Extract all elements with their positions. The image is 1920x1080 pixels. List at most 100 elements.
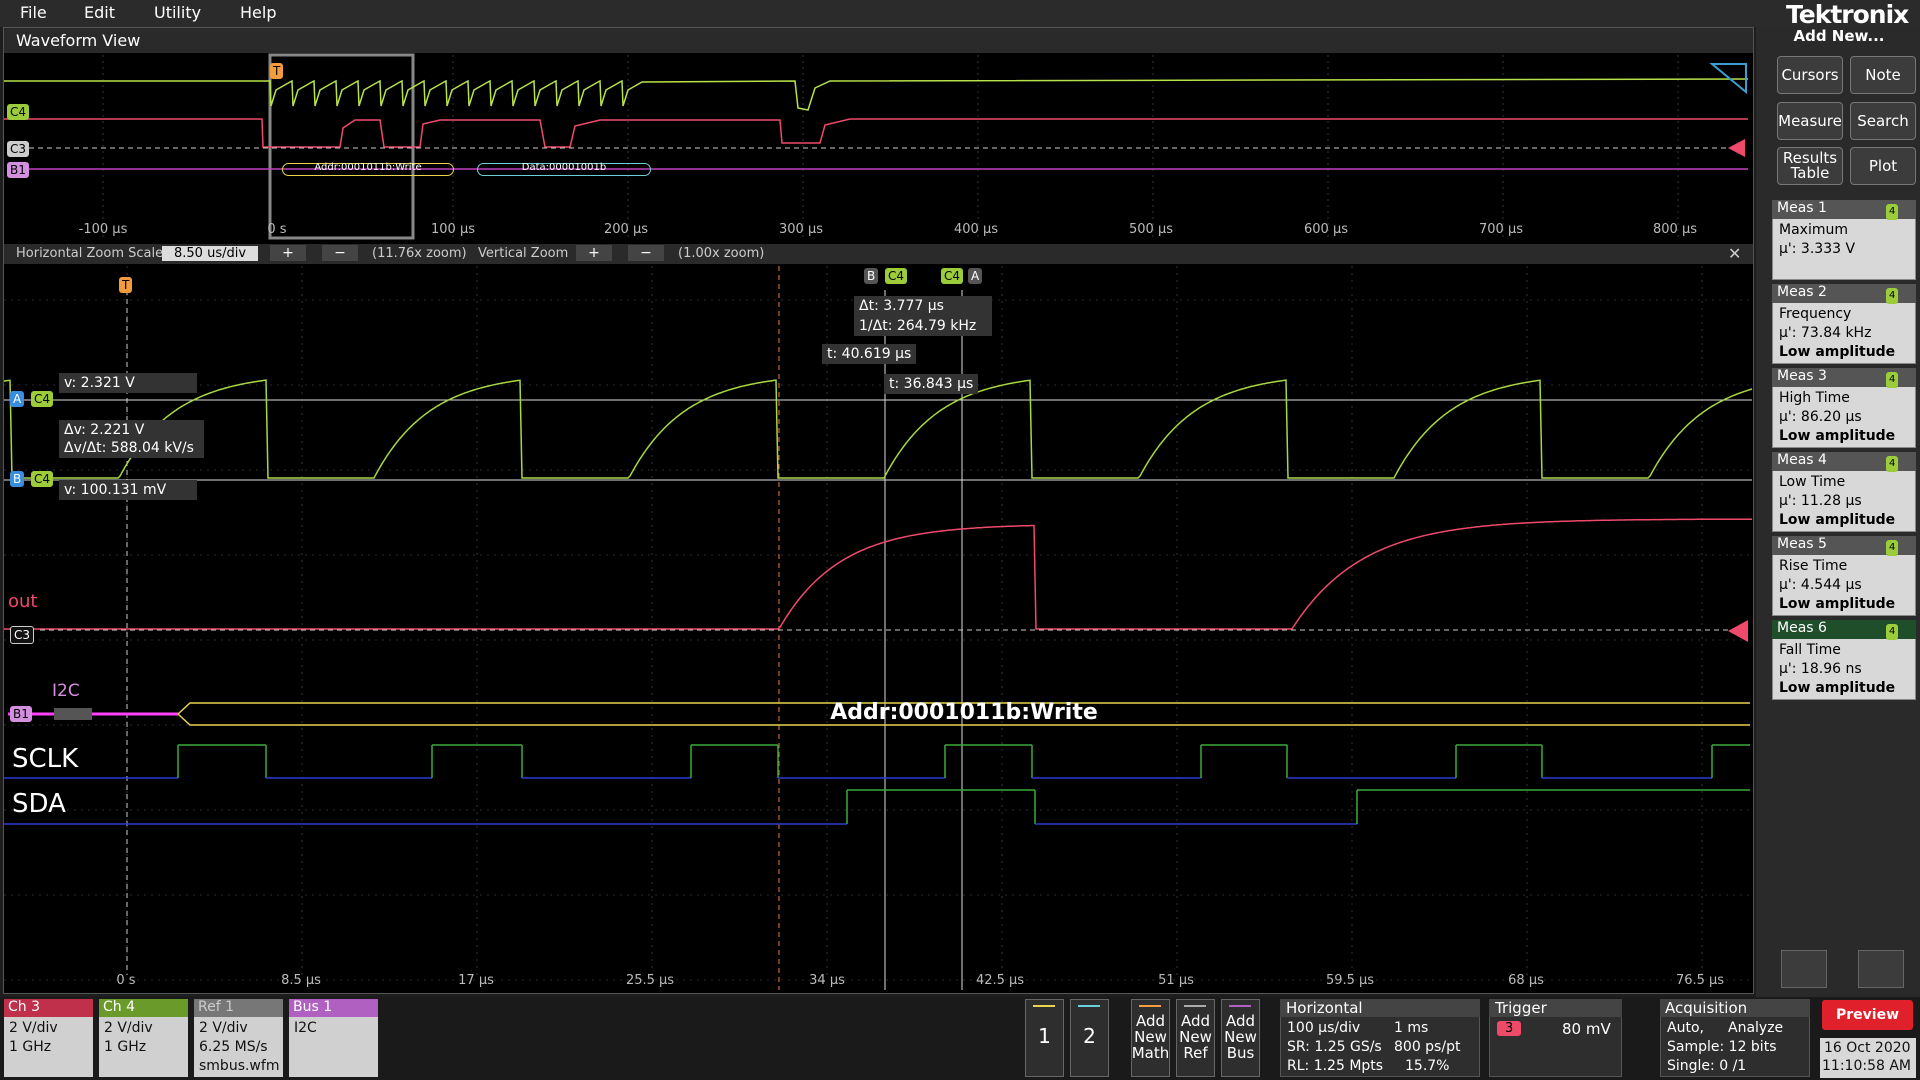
slot-color: [1078, 1005, 1100, 1007]
label: Trigger: [1495, 999, 1547, 1017]
channel-title: Bus 1: [293, 999, 333, 1015]
input-field[interactable]: 8.50 us/div: [162, 246, 259, 261]
add-button[interactable]: [1176, 999, 1215, 1077]
measurement-header: [1772, 284, 1916, 303]
slot-button[interactable]: [1025, 999, 1064, 1077]
add-button[interactable]: [1221, 999, 1260, 1077]
zoom-button[interactable]: +: [576, 245, 612, 261]
menu-item[interactable]: Utility: [154, 3, 202, 22]
preview-button[interactable]: Preview: [1822, 1000, 1913, 1030]
trace: [4, 78, 1749, 111]
cursor-readout: t: 36.843 µs: [884, 374, 979, 394]
bus-packet: [477, 163, 651, 176]
horizontal-setting: SR: 1.25 GS/s: [1287, 1039, 1382, 1055]
add-label: Add New Math: [1131, 1012, 1170, 1062]
label: Auto,: [1667, 1020, 1704, 1036]
side-button[interactable]: Search: [1850, 102, 1916, 140]
channel-setting: 1 GHz: [104, 1039, 147, 1055]
time-tick: 8.5 µs: [281, 973, 321, 988]
side-button[interactable]: Plot: [1850, 147, 1916, 185]
horizontal-setting: 15.7%: [1405, 1058, 1450, 1074]
measurement-header: [1772, 200, 1916, 219]
measurement-value: µ': 73.84 kHz: [1779, 325, 1872, 341]
side-button[interactable]: Note: [1850, 56, 1916, 94]
measurement-name: Rise Time: [1779, 558, 1848, 574]
menu-item[interactable]: File: [20, 3, 47, 22]
slot-button[interactable]: [1070, 999, 1109, 1077]
label: Analyze: [1728, 1020, 1784, 1036]
close-button[interactable]: ✕: [1728, 244, 1742, 263]
delete-button[interactable]: [1858, 950, 1904, 988]
side-button[interactable]: Results Table: [1777, 147, 1843, 185]
measurement-header: [1772, 368, 1916, 387]
clock-panel: [1820, 1038, 1916, 1078]
channel-title: Ch 3: [8, 999, 41, 1015]
time-tick: 300 µs: [779, 222, 823, 237]
menu-item[interactable]: Help: [240, 3, 277, 22]
side-button[interactable]: Measure: [1777, 102, 1843, 140]
channel-badge: B: [10, 471, 25, 487]
bottom-bar: [0, 997, 1920, 1080]
measurement-note: Low amplitude: [1779, 344, 1896, 360]
zoom-tool-button[interactable]: [1781, 950, 1827, 988]
bus-packet-label: Addr:0001011b:Write: [314, 162, 422, 173]
zoom-button[interactable]: +: [270, 245, 306, 261]
bus-decode: Addr:0001011b:Write: [830, 700, 1098, 725]
add-button[interactable]: [1131, 999, 1170, 1077]
time-tick: 200 µs: [604, 222, 648, 237]
channel-setting: 2 V/div: [199, 1020, 248, 1036]
measurement-value: µ': 4.544 µs: [1779, 577, 1862, 593]
time-tick: 76.5 µs: [1675, 973, 1725, 988]
slot-label: 1: [1038, 1024, 1051, 1048]
slot-label: 2: [1083, 1024, 1096, 1048]
trigger-badge: T: [270, 63, 284, 79]
time: 11:10:58 AM: [1822, 1058, 1911, 1074]
bus-packet-label: Data:00001001b: [521, 162, 607, 173]
add-label: Add New Ref: [1179, 1012, 1212, 1062]
channel-badge: C4: [31, 391, 54, 407]
time-tick: 17 µs: [458, 973, 494, 988]
time-tick: 800 µs: [1653, 222, 1697, 237]
time-tick: 0 s: [116, 973, 136, 988]
cursor-readout: Δv/Δt: 588.04 kV/s: [59, 438, 204, 458]
measurement-value: µ': 18.96 ns: [1779, 661, 1862, 677]
time-tick: 100 µs: [431, 222, 475, 237]
measurement-title: Meas 4: [1777, 452, 1827, 468]
corner-marker: [1709, 63, 1747, 95]
zoom-bar: [4, 244, 1753, 264]
measurement-value: µ': 3.333 V: [1779, 241, 1856, 257]
digital-label: SCLK: [12, 744, 79, 774]
menu-item[interactable]: Edit: [84, 3, 115, 22]
label: (1.00x zoom): [678, 246, 765, 261]
channel-badge: C4: [941, 268, 964, 284]
zoom-button[interactable]: −: [322, 245, 358, 261]
measurement-title: Meas 5: [1777, 536, 1827, 552]
zoom-button[interactable]: −: [628, 245, 664, 261]
channel-title: Ref 1: [198, 999, 234, 1015]
measurement-header: [1772, 536, 1916, 555]
channel-setting: smbus.wfm: [199, 1058, 280, 1074]
trigger-badge: T: [119, 277, 133, 293]
view-header: [4, 28, 1753, 53]
source-badge: 4: [1886, 624, 1899, 640]
measurement-name: Low Time: [1779, 474, 1846, 490]
label: Vertical Zoom: [478, 246, 569, 261]
bus-packet: [177, 702, 1750, 726]
measurement-note: Low amplitude: [1779, 428, 1896, 444]
channel-badge: C4: [7, 104, 30, 120]
slot-color: [1033, 1005, 1055, 1007]
side-button[interactable]: Cursors: [1777, 56, 1843, 94]
measurement-note: Low amplitude: [1779, 596, 1896, 612]
measurement-value: µ': 11.28 µs: [1779, 493, 1862, 509]
time-tick: 34 µs: [809, 973, 845, 988]
measurement-header: [1772, 452, 1916, 471]
add-color: [1184, 1005, 1206, 1007]
channel-badge: A: [968, 268, 983, 284]
add-label: Add New Bus: [1224, 1012, 1257, 1062]
channel-title: Ch 4: [103, 999, 136, 1015]
channel-setting: 2 V/div: [9, 1020, 58, 1036]
source-badge: 4: [1886, 204, 1899, 220]
cursor-readout: Δv: 2.221 V: [59, 420, 204, 440]
